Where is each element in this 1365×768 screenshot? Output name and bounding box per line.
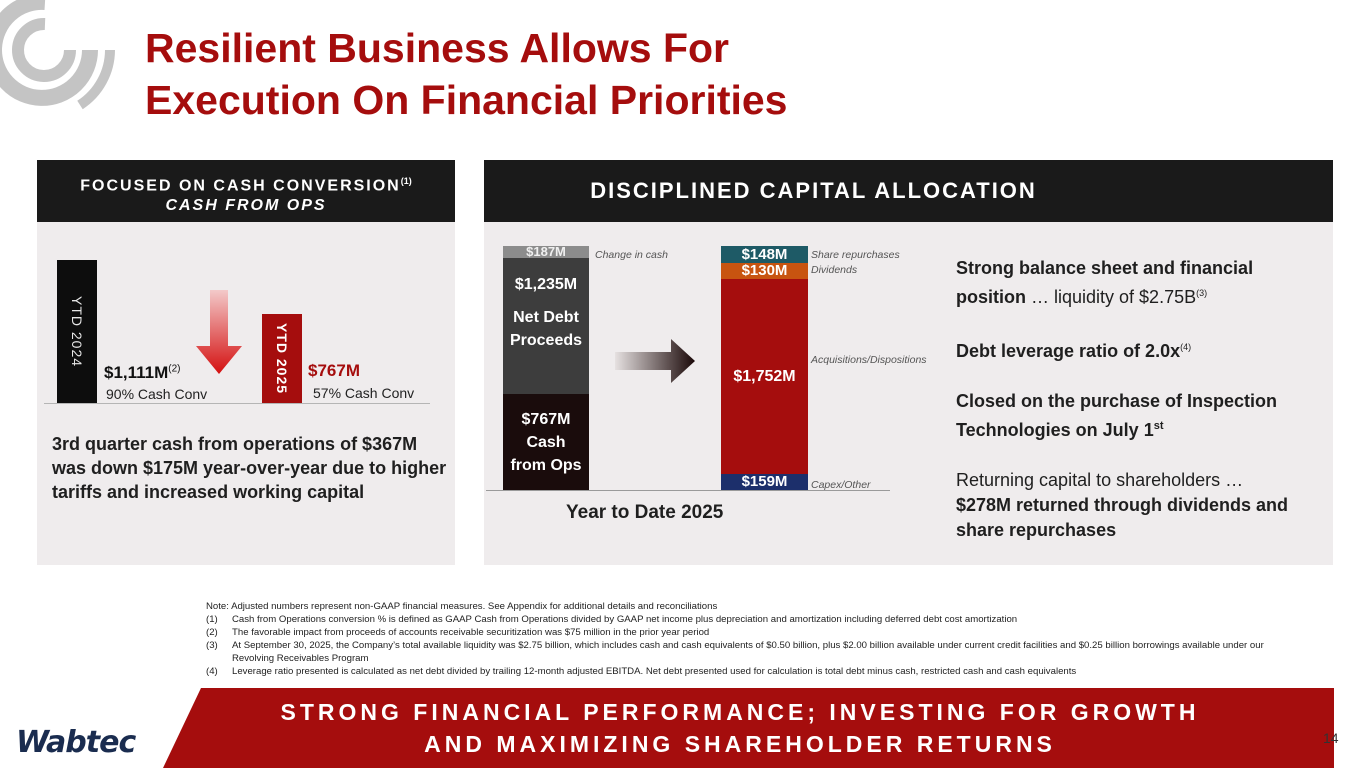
ytd-2024-value: $1,111M(2) — [104, 363, 181, 383]
footnote-2-num: (2) — [206, 627, 218, 638]
cash-conversion-header-footnote: (1) — [400, 176, 412, 186]
footnote-3-num: (3) — [206, 640, 218, 651]
highlight-leverage: Debt leverage ratio of 2.0x(4) — [956, 335, 1328, 364]
note-change-in-cash: Change in cash — [595, 249, 668, 261]
highlight-acquisition-suffix: st — [1153, 420, 1164, 432]
capital-allocation-header: DISCIPLINED CAPITAL ALLOCATION — [484, 160, 1333, 222]
use-dividends: $130M — [721, 263, 808, 279]
footnote-1: (1) Cash from Operations conversion % is … — [206, 613, 1296, 626]
highlight-returns: Returning capital to shareholders … $278… — [956, 468, 1328, 543]
highlight-balance-sheet: Strong balance sheet and financial posit… — [956, 256, 1328, 310]
ytd-2025-value: $767M — [308, 361, 360, 380]
bar-ytd-2025 — [262, 314, 302, 403]
ytd-2024-footnote: (2) — [168, 363, 181, 375]
use-acquisitions: $1,752M — [721, 279, 808, 474]
use-share-repurchases: $148M — [721, 246, 808, 263]
right-chart-baseline — [486, 490, 890, 491]
footnote-4-num: (4) — [206, 666, 218, 677]
highlight-returns-intro: Returning capital to shareholders … — [956, 470, 1244, 490]
source-cash-ops-value: $767M — [521, 410, 571, 428]
capital-allocation-highlights: Strong balance sheet and financial posit… — [956, 256, 1328, 543]
footnote-1-text: Cash from Operations conversion % is def… — [232, 614, 1018, 625]
highlight-acquisition: Closed on the purchase of Inspection Tec… — [956, 389, 1328, 443]
use-capex-other: $159M — [721, 474, 808, 490]
footnote-2-text: The favorable impact from proceeds of ac… — [232, 627, 710, 638]
bar-ytd-2025-label: YTD 2025 — [274, 322, 290, 395]
title-line-2: Execution On Financial Priorities — [145, 77, 788, 123]
footnote-4-text: Leverage ratio presented is calculated a… — [232, 666, 1077, 677]
banner-line-1: STRONG FINANCIAL PERFORMANCE; INVESTING … — [280, 699, 1200, 725]
highlight-liquidity-footnote: (3) — [1196, 288, 1208, 298]
cash-ops-commentary: 3rd quarter cash from operations of $367… — [52, 434, 447, 502]
ytd-2025-conversion: 57% Cash Conv — [313, 385, 415, 401]
highlight-acquisition-bold: Closed on the purchase of Inspection Tec… — [956, 391, 1278, 440]
banner-line-2: AND MAXIMIZING SHAREHOLDER RETURNS — [424, 731, 1056, 757]
chart-x-label: Year to Date 2025 — [566, 502, 724, 523]
footnote-2: (2) The favorable impact from proceeds of… — [206, 626, 1296, 639]
left-chart-baseline — [44, 403, 430, 404]
cash-conversion-panel — [37, 222, 455, 565]
footnote-note: Note: Adjusted numbers represent non-GAA… — [206, 601, 718, 612]
source-change-in-cash: $187M — [503, 246, 589, 258]
capital-allocation-panel — [484, 222, 1333, 565]
source-net-debt-label-2: Proceeds — [509, 331, 583, 349]
use-capex-value: $159M — [741, 473, 788, 490]
use-share-repurchases-value: $148M — [741, 246, 788, 263]
cash-conversion-header: FOCUSED ON CASH CONVERSION(1) CASH FROM … — [37, 160, 455, 222]
source-net-debt-label-1: Net Debt — [513, 308, 579, 326]
highlight-returns-bold: $278M returned through dividends and sha… — [956, 495, 1289, 540]
ytd-2024-value-text: $1,111M — [104, 363, 169, 382]
source-net-debt-value: $1,235M — [514, 275, 578, 293]
right-arrow-icon — [615, 339, 695, 383]
footnote-4: (4) Leverage ratio presented is calculate… — [206, 665, 1296, 678]
footnote-1-num: (1) — [206, 614, 218, 625]
source-cash-ops-label-2: from Ops — [510, 456, 582, 474]
note-dividends: Dividends — [811, 264, 858, 276]
cash-conversion-header-subtitle: CASH FROM OPS — [165, 197, 327, 215]
note-acquisitions: Acquisitions/Dispositions — [811, 354, 927, 366]
footnotes: Note: Adjusted numbers represent non-GAA… — [206, 600, 1296, 678]
bottom-banner — [163, 688, 1334, 768]
bar-ytd-2024 — [57, 260, 97, 403]
highlight-leverage-footnote: (4) — [1180, 342, 1192, 352]
wabtec-logo: Wabtec — [16, 725, 136, 760]
highlight-liquidity: … liquidity of $2.75B — [1026, 287, 1197, 307]
use-dividends-value: $130M — [741, 262, 788, 279]
cash-conversion-header-title: FOCUSED ON CASH CONVERSION — [80, 177, 401, 195]
ytd-2024-conversion: 90% Cash Conv — [106, 386, 208, 402]
highlight-balance-sheet-bold: Strong balance sheet and financial posit… — [956, 258, 1254, 307]
source-cash-ops-label-1: Cash — [526, 433, 566, 451]
use-acquisitions-value: $1,752M — [733, 367, 796, 385]
footnote-3: (3) At September 30, 2025, the Company’s … — [206, 639, 1296, 665]
note-capex-other: Capex/Other — [811, 479, 871, 491]
logo-arc-graphic — [0, 0, 115, 110]
source-change-in-cash-value: $187M — [526, 246, 566, 258]
highlight-leverage-bold: Debt leverage ratio of 2.0x — [956, 341, 1181, 361]
footnote-3-text: At September 30, 2025, the Company’s tot… — [232, 640, 1264, 664]
bar-ytd-2024-label: YTD 2024 — [69, 295, 85, 368]
banner-text: STRONG FINANCIAL PERFORMANCE; INVESTING … — [240, 696, 1240, 760]
source-cash-from-ops: $767M Cash from Ops — [503, 394, 589, 490]
title-line-1: Resilient Business Allows For — [145, 25, 730, 71]
note-share-repurchases: Share repurchases — [811, 249, 900, 261]
source-net-debt-proceeds: $1,235M Net Debt Proceeds — [503, 258, 589, 394]
page-title: Resilient Business Allows For Execution … — [145, 22, 788, 126]
down-arrow-icon — [196, 290, 242, 374]
page-number: 14 — [1323, 730, 1339, 746]
